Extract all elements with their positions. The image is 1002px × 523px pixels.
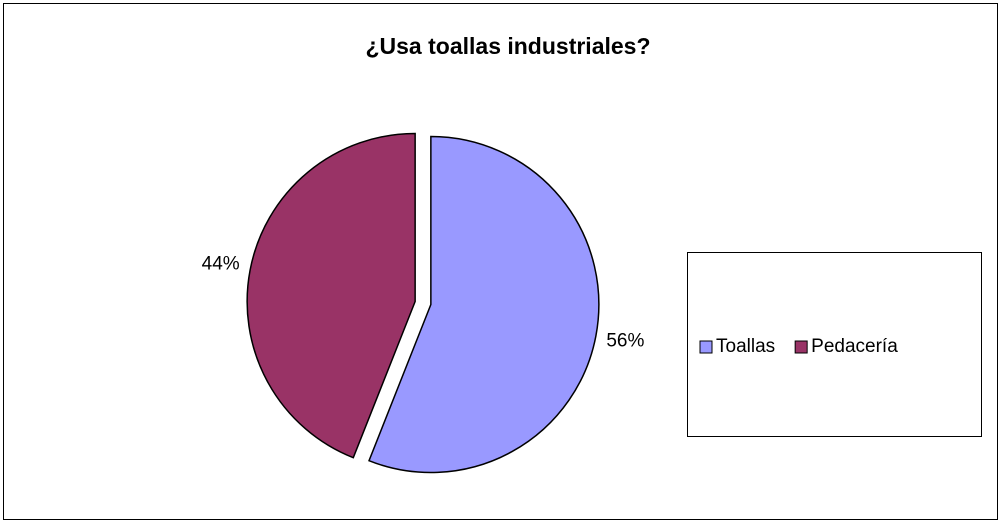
pie-slice bbox=[246, 132, 416, 459]
legend-box bbox=[687, 252, 982, 437]
chart-title: ¿Usa toallas industriales? bbox=[365, 33, 650, 59]
data-label: 56% bbox=[606, 331, 644, 352]
pie-slice bbox=[368, 135, 600, 474]
legend-swatch bbox=[699, 340, 713, 354]
legend-swatch bbox=[794, 340, 808, 354]
legend-label: Toallas bbox=[716, 336, 775, 357]
data-label: 44% bbox=[202, 253, 240, 274]
legend-label: Pedacería bbox=[811, 336, 898, 357]
